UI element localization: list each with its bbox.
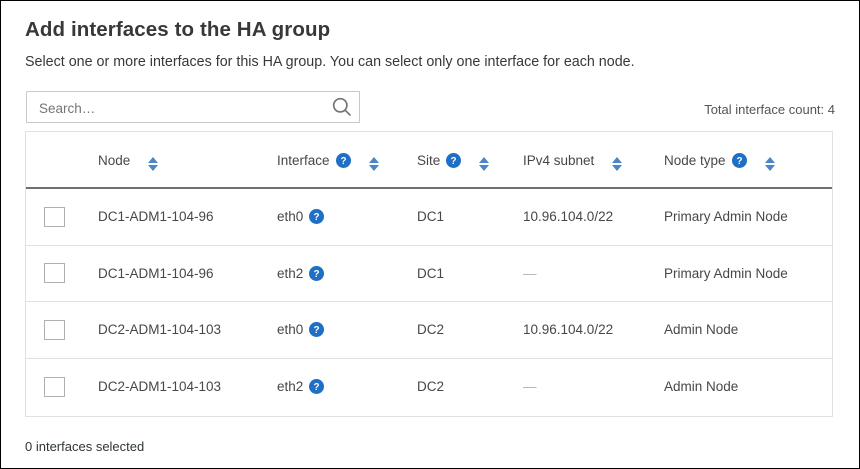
svg-text:?: ? bbox=[314, 212, 320, 223]
svg-text:?: ? bbox=[314, 382, 320, 393]
svg-text:?: ? bbox=[736, 156, 742, 167]
svg-text:?: ? bbox=[314, 325, 320, 336]
svg-text:?: ? bbox=[451, 156, 457, 167]
svg-text:?: ? bbox=[340, 156, 346, 167]
svg-text:?: ? bbox=[314, 269, 320, 280]
